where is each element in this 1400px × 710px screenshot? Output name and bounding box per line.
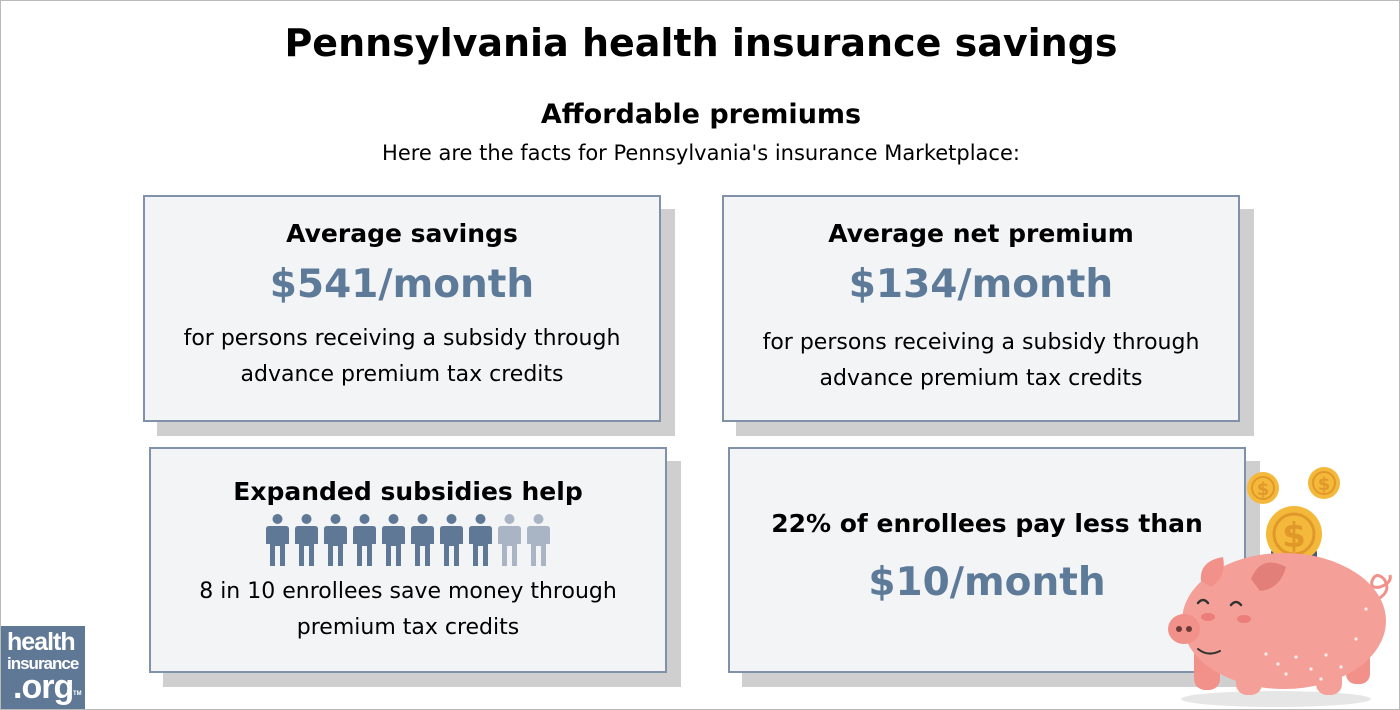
logo-trademark: TM [73,691,82,697]
card-heading: Average net premium [828,219,1134,248]
expanded-subsidies-card: Expanded subsidies help 8 in 10 enrollee… [149,447,667,673]
person-icon [382,514,405,566]
healthinsurance-org-logo[interactable]: health insurance .org TM [1,626,85,709]
intro-text: Here are the facts for Pennsylvania's in… [382,141,1020,165]
svg-text:$: $ [1282,516,1306,556]
pig-shadow [1181,691,1371,707]
card-description-line: advance premium tax credits [240,362,564,387]
average-savings-card: Average savings $541/month for persons r… [143,195,661,422]
low-premium-card: 22% of enrollees pay less than $10/month [728,447,1246,673]
card-description-line: for persons receiving a subsidy through [762,330,1200,355]
person-icon [498,514,521,566]
piggy-bank-illustration: $ $ $ [1168,467,1392,707]
card-description: for persons receiving a subsidy through … [145,321,659,393]
person-icon [469,514,492,566]
card-value: $10/month [868,560,1106,605]
person-icon [527,514,550,566]
logo-text: insurance [7,654,79,673]
piggy-bank-icon [1168,553,1392,695]
card-heading: Average savings [286,219,518,248]
card-description: for persons receiving a subsidy through … [724,325,1238,397]
card-heading: Expanded subsidies help [233,477,583,506]
people-pictogram [151,514,665,566]
dollar-coin-icon: $ [1308,467,1340,499]
page-title: Pennsylvania health insurance savings [284,21,1118,65]
svg-text:$: $ [1257,479,1270,500]
person-icon [411,514,434,566]
person-icon [324,514,347,566]
card-heading: 22% of enrollees pay less than [771,509,1203,538]
section-subtitle: Affordable premiums [540,99,862,130]
person-icon [353,514,376,566]
average-net-premium-card: Average net premium $134/month for perso… [722,195,1240,422]
person-icon [440,514,463,566]
logo-text: health [7,628,76,656]
card-value: $541/month [269,262,535,307]
dollar-coin-icon: $ [1266,506,1322,562]
card-value: $134/month [848,262,1114,307]
card-description: 8 in 10 enrollees save money through pre… [151,574,665,646]
card-description-line: 8 in 10 enrollees save money through [199,579,617,604]
logo-text: .org [13,668,74,706]
dollar-coin-icon: $ [1247,472,1279,504]
card-description-line: premium tax credits [296,615,520,640]
card-description-line: for persons receiving a subsidy through [183,326,621,351]
person-icon [295,514,318,566]
person-icon [266,514,289,566]
svg-text:$: $ [1318,474,1331,495]
card-description-line: advance premium tax credits [819,366,1143,391]
